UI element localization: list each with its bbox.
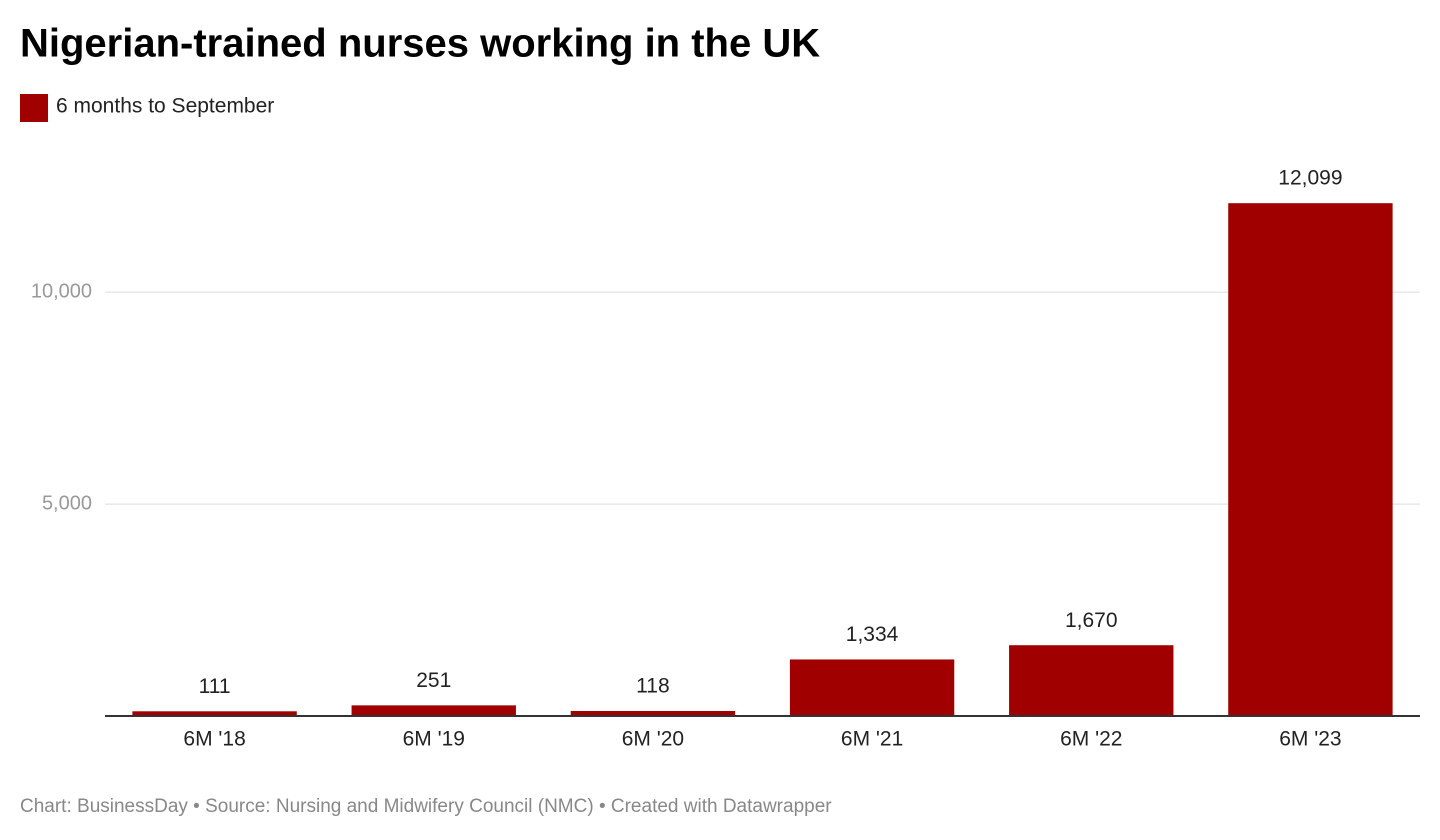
chart-title: Nigerian-trained nurses working in the U… [20,22,820,66]
bar [132,711,297,716]
x-tick-label: 6M '20 [622,728,684,751]
legend-swatch [20,94,48,122]
footer: Chart: BusinessDay • Source: Nursing and… [20,796,832,817]
x-tick-label: 6M '21 [841,728,903,751]
value-label: 118 [636,675,669,698]
bar [1009,645,1174,716]
legend-label: 6 months to September [56,95,274,118]
x-tick-label: 6M '22 [1060,728,1122,751]
value-label: 1,670 [1065,609,1118,632]
bar [789,659,955,716]
value-label: 111 [199,675,231,698]
x-tick-label: 6M '19 [403,728,465,751]
value-label: 251 [416,669,451,692]
y-tick-label: 10,000 [31,280,92,302]
bar [351,705,516,716]
y-tick-label: 5,000 [42,492,92,514]
bar [1228,203,1393,716]
value-label: 1,334 [846,623,899,646]
x-tick-label: 6M '18 [183,728,245,751]
value-label: 12,099 [1278,167,1342,190]
x-tick-label: 6M '23 [1279,728,1341,751]
bar [570,710,736,716]
